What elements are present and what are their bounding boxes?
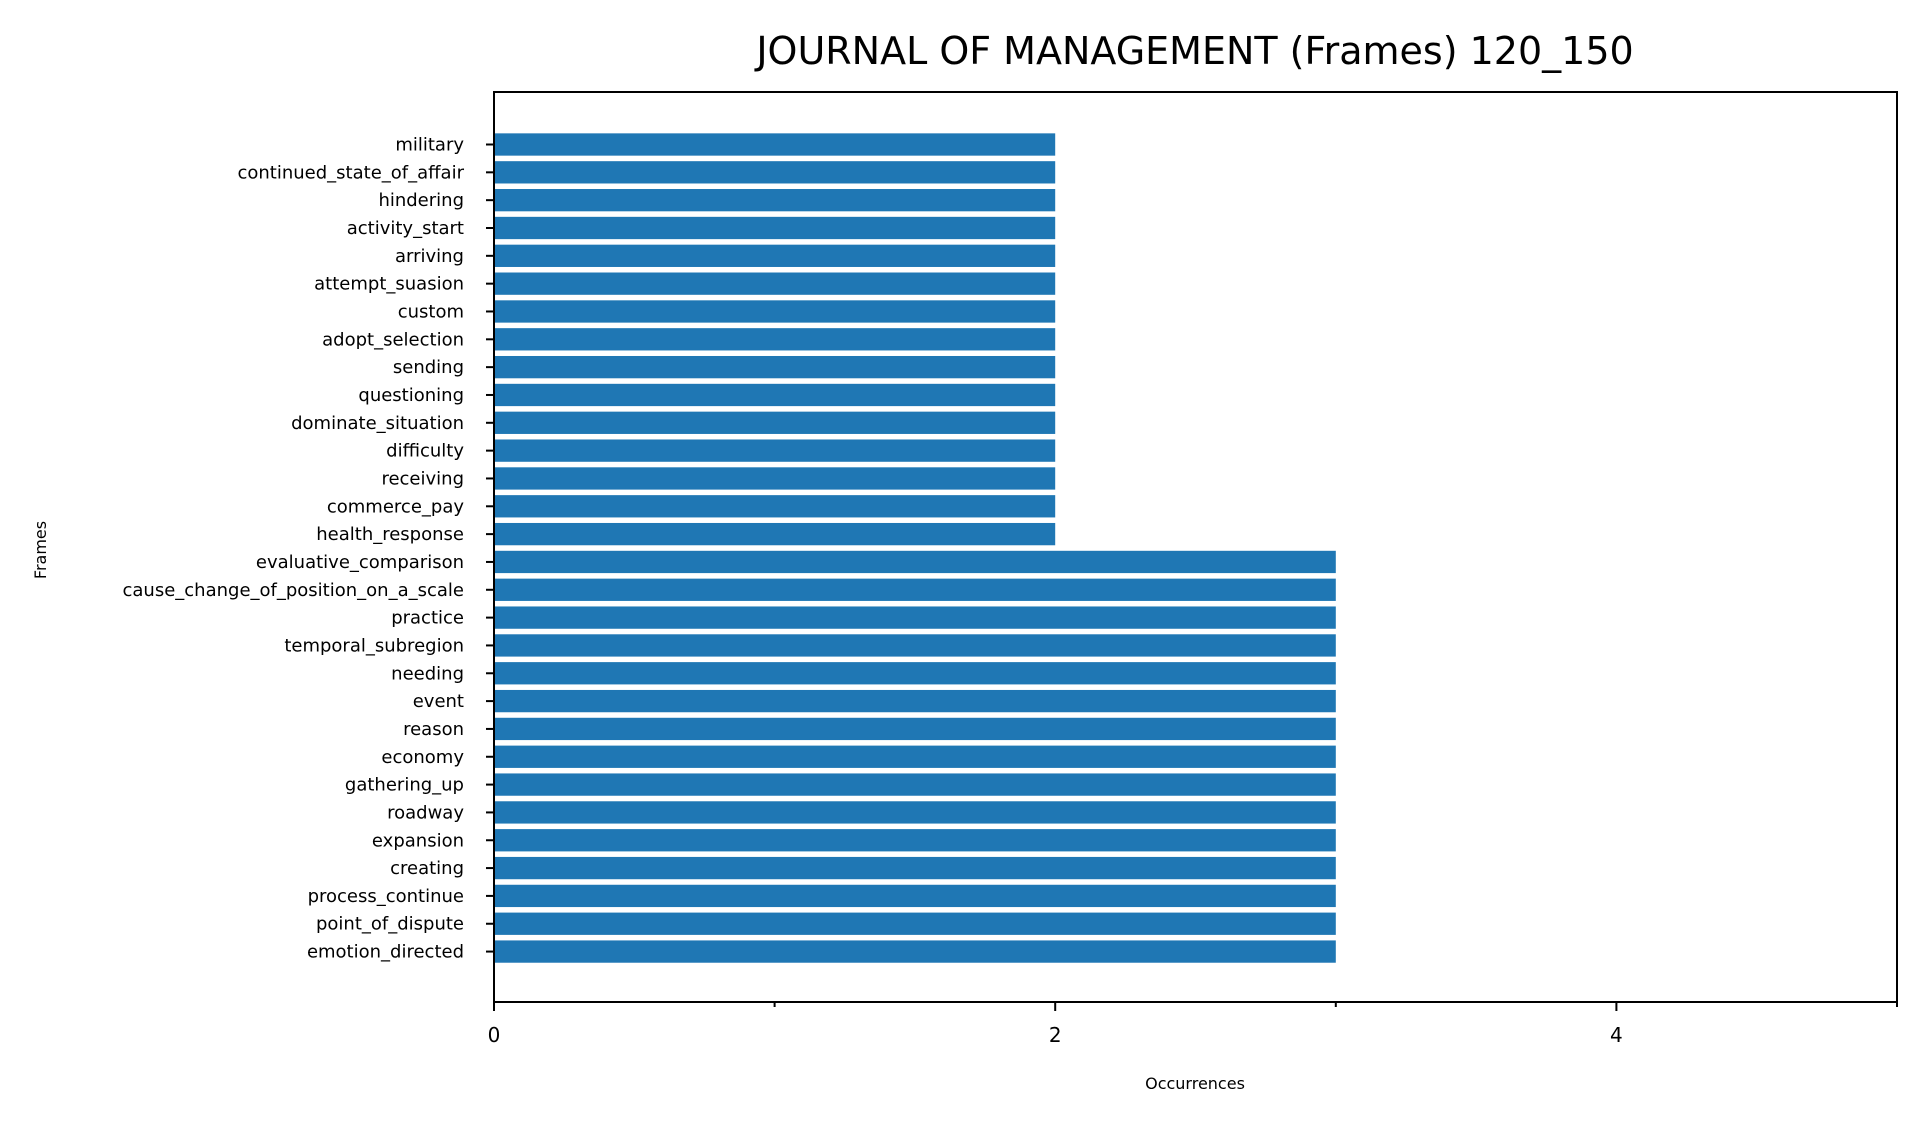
bar-sending xyxy=(494,355,1056,379)
y-tick-label: military xyxy=(395,135,464,156)
bar-activity_start xyxy=(494,216,1056,240)
y-tick-label: custom xyxy=(398,301,464,322)
y-tick-label: continued_state_of_affair xyxy=(237,162,464,183)
plot-area-frame xyxy=(493,91,1898,1003)
y-tick-label: event xyxy=(413,691,464,712)
bar-cause_change_of_position_on_a_scale xyxy=(494,578,1336,601)
y-tick-label: adopt_selection xyxy=(322,329,464,350)
y-tick-label: health_response xyxy=(316,524,464,545)
bar-economy xyxy=(494,745,1336,768)
bar-dominate_situation xyxy=(494,411,1056,434)
bar-custom xyxy=(494,300,1056,323)
bar-health_response xyxy=(494,522,1056,546)
bar-hindering xyxy=(494,189,1056,212)
y-axis-label: Frames xyxy=(31,521,50,579)
bar-gathering_up xyxy=(494,773,1336,796)
y-tick-label: cause_change_of_position_on_a_scale xyxy=(122,580,464,601)
bar-event xyxy=(494,689,1336,713)
y-tick-label: sending xyxy=(393,357,464,378)
bar-attempt_suasion xyxy=(494,272,1056,295)
y-tick-label: difficulty xyxy=(386,441,464,462)
x-axis-label: Occurrences xyxy=(1145,1074,1245,1093)
bar-process_continue xyxy=(494,884,1336,908)
chart-title: JOURNAL OF MANAGEMENT (Frames) 120_150 xyxy=(754,29,1633,73)
y-tick-label: gathering_up xyxy=(345,775,464,796)
y-tick-label: creating xyxy=(390,858,464,879)
bar-temporal_subregion xyxy=(494,634,1336,657)
bar-receiving xyxy=(494,467,1056,490)
y-tick-label: economy xyxy=(381,747,464,768)
bar-arriving xyxy=(494,244,1056,267)
bar-practice xyxy=(494,606,1336,629)
y-tick-label: attempt_suasion xyxy=(314,274,464,295)
bar-difficulty xyxy=(494,439,1056,462)
bar-questioning xyxy=(494,383,1056,407)
x-tick-label: 2 xyxy=(1049,1023,1062,1047)
bar-roadway xyxy=(494,801,1336,824)
bar-reason xyxy=(494,717,1336,741)
y-tick-label: temporal_subregion xyxy=(284,635,464,656)
bar-military xyxy=(494,133,1056,156)
x-tick-label: 4 xyxy=(1610,1023,1623,1047)
y-tick-label: evaluative_comparison xyxy=(256,552,464,573)
y-tick-label: questioning xyxy=(358,385,464,406)
y-tick-label: hindering xyxy=(378,190,464,211)
bar-point_of_dispute xyxy=(494,912,1336,935)
bar-adopt_selection xyxy=(494,328,1056,351)
y-tick-label: dominate_situation xyxy=(291,413,464,434)
y-tick-label: reason xyxy=(403,719,464,740)
bar-emotion_directed xyxy=(494,940,1336,963)
y-tick-label: needing xyxy=(391,663,464,684)
bars-layer xyxy=(494,133,1336,963)
y-tick-label: roadway xyxy=(387,802,464,823)
y-tick-label: emotion_directed xyxy=(307,942,464,963)
y-axis: military continued_state_of_affairhinderi… xyxy=(122,135,494,963)
y-tick-label: point_of_dispute xyxy=(316,914,464,935)
x-axis: 0 2 4 xyxy=(488,1002,1898,1047)
bar-expansion xyxy=(494,829,1336,852)
y-tick-label: activity_start xyxy=(347,218,464,239)
x-tick-label: 0 xyxy=(488,1023,501,1047)
bar-creating xyxy=(494,856,1336,880)
bar-needing xyxy=(494,662,1336,685)
y-tick-label: expansion xyxy=(372,830,464,851)
bar-commerce_pay xyxy=(494,495,1056,518)
y-tick-label: receiving xyxy=(381,468,464,489)
bar-evaluative_comparison xyxy=(494,550,1336,574)
y-tick-label: practice xyxy=(391,608,464,629)
y-tick-label: process_continue xyxy=(308,886,464,907)
bar-continued_state_of_affair xyxy=(494,161,1056,184)
y-tick-label: commerce_pay xyxy=(327,496,464,517)
y-tick-label: arriving xyxy=(395,246,464,267)
